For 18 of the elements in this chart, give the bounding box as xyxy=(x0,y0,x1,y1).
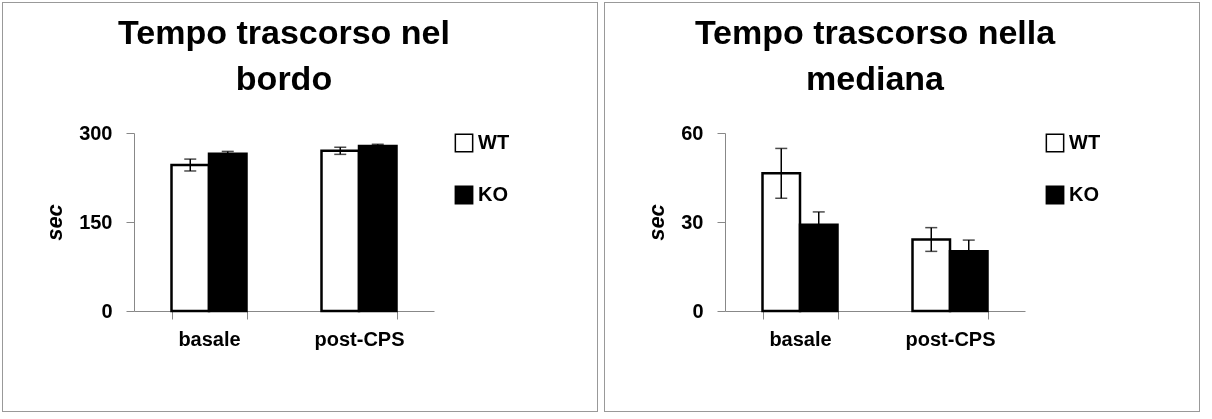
x-tick-label: post-CPS xyxy=(314,327,405,350)
x-tick-label: post-CPS xyxy=(905,327,996,350)
y-tick-label: 30 xyxy=(681,210,704,233)
y-tick-label: 300 xyxy=(79,121,113,144)
y-axis-title: sec xyxy=(644,204,670,241)
x-tick-label: basale xyxy=(769,327,832,350)
y-tick-label: 150 xyxy=(79,210,113,233)
y-axis-title: sec xyxy=(42,204,68,241)
x-tick-label: basale xyxy=(178,327,241,350)
legend-label: WT xyxy=(478,131,510,153)
y-tick-label: 0 xyxy=(692,299,704,322)
chart-title: Tempo trascorso nel bordo xyxy=(118,13,450,97)
chart-title: Tempo trascorso nella mediana xyxy=(694,13,1057,97)
y-tick-label: 60 xyxy=(681,121,704,144)
y-tick-label: 0 xyxy=(101,299,113,322)
legend-label: KO xyxy=(478,183,508,205)
legend-label: KO xyxy=(1069,183,1099,205)
legend-label: WT xyxy=(1069,131,1101,153)
